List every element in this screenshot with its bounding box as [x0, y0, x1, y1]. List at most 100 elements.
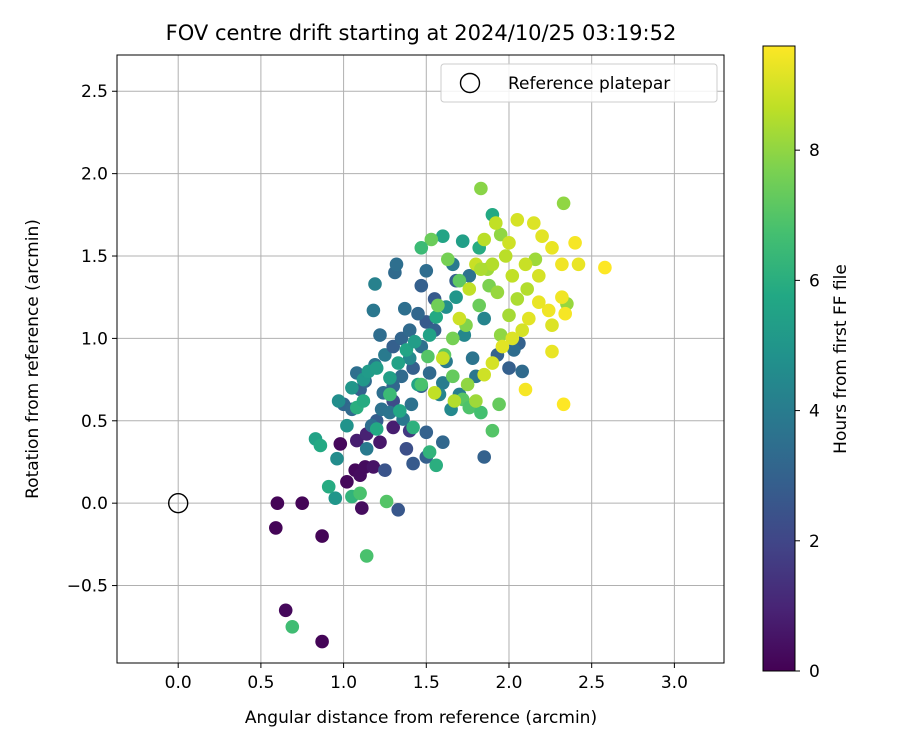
data-point [515, 364, 529, 379]
colorbar-ticks: 0 2 4 6 8 [795, 141, 820, 682]
data-point [333, 437, 348, 451]
data-point [315, 634, 329, 649]
data-point [389, 257, 404, 272]
data-point [313, 438, 328, 453]
data-point [407, 334, 422, 349]
data-point [556, 397, 571, 412]
data-point [356, 394, 371, 408]
x-tick-label: 1.0 [330, 673, 357, 693]
data-point [391, 356, 406, 370]
data-point [446, 369, 460, 384]
x-tick-label: 1.5 [413, 673, 440, 693]
legend-marker-icon [459, 72, 481, 94]
data-point [465, 351, 480, 366]
legend-box [440, 63, 718, 103]
data-point [436, 376, 450, 390]
data-point [366, 460, 381, 474]
data-point [490, 285, 505, 300]
y-tick-label: 0.5 [81, 412, 108, 432]
data-point [378, 463, 392, 478]
data-point [399, 442, 414, 456]
data-point [492, 397, 506, 412]
data-point [493, 328, 508, 342]
data-point [558, 306, 572, 321]
y-tick-label: −0.5 [67, 577, 108, 597]
data-point [527, 216, 541, 230]
data-point [532, 269, 546, 283]
data-point [269, 521, 283, 535]
data-point [495, 339, 510, 354]
colorbar-label: Hours from first FF file [831, 264, 851, 454]
x-tick-label: 2.0 [495, 673, 522, 693]
data-point [369, 422, 384, 436]
y-tick-label: 1.5 [81, 247, 108, 267]
data-point [452, 273, 467, 288]
data-point [355, 501, 369, 515]
data-point [555, 290, 569, 305]
data-point [520, 282, 534, 296]
colorbar-tick-label: 2 [809, 532, 820, 552]
data-point [474, 262, 488, 277]
data-point [427, 386, 442, 400]
data-point [321, 479, 336, 494]
data-point [366, 303, 381, 318]
data-point [345, 381, 359, 395]
data-point [414, 241, 429, 255]
data-point [449, 290, 463, 305]
data-point [485, 356, 500, 370]
data-point [477, 232, 492, 247]
data-point [532, 295, 546, 310]
data-point [485, 257, 500, 272]
data-point [462, 282, 477, 296]
colorbar-frame [762, 45, 796, 672]
reference-platepar-marker [167, 492, 189, 514]
x-tick-label: 0.5 [247, 673, 274, 693]
data-point [436, 229, 450, 243]
data-point [353, 486, 367, 501]
data-point [328, 491, 343, 506]
data-point [541, 303, 556, 318]
data-point [369, 361, 384, 375]
data-point [424, 232, 439, 247]
y-tick-label: 2.5 [81, 82, 108, 102]
data-point [515, 323, 529, 338]
data-point [383, 371, 397, 385]
data-point [399, 343, 414, 357]
data-point [422, 445, 437, 459]
data-point [446, 331, 460, 346]
data-point [507, 343, 521, 357]
data-point [406, 456, 420, 471]
data-point [477, 450, 492, 464]
data-point [556, 196, 571, 211]
data-point [545, 344, 559, 359]
data-point [489, 216, 503, 230]
data-point [379, 494, 394, 509]
data-point [330, 451, 344, 466]
data-point [498, 249, 513, 263]
data-point [419, 425, 434, 440]
data-point [502, 361, 516, 375]
data-point [386, 420, 401, 435]
y-tick-label: 0.0 [81, 494, 108, 514]
data-point [394, 369, 409, 384]
legend: Reference platepar [440, 63, 718, 103]
data-point [535, 229, 549, 243]
data-point [404, 397, 419, 412]
data-point [383, 387, 397, 402]
data-point [359, 549, 374, 563]
data-points [269, 181, 612, 649]
data-point [402, 323, 417, 338]
data-point [422, 366, 437, 380]
colorbar-tick-label: 8 [809, 141, 820, 161]
chart-title: FOV centre drift starting at 2024/10/25 … [166, 21, 677, 45]
data-point [411, 306, 425, 321]
data-point [472, 298, 487, 313]
data-point [477, 367, 492, 382]
data-point [422, 328, 437, 342]
data-point [568, 236, 582, 250]
data-point [429, 458, 444, 473]
x-tick-label: 0.0 [165, 673, 192, 693]
data-point [331, 394, 346, 408]
x-tick-label: 2.5 [578, 673, 605, 693]
plot-frame [116, 54, 725, 664]
